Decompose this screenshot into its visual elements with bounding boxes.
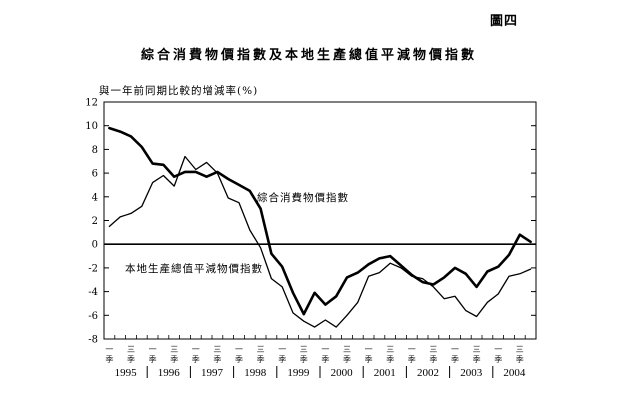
y-tick-label: -8 xyxy=(88,335,98,346)
year-label: 2000 xyxy=(331,367,354,379)
quarter-label: 三 xyxy=(473,345,481,354)
y-tick-label: 12 xyxy=(85,98,98,109)
quarter-label: 季 xyxy=(257,354,265,364)
cpi-series-label: 綜合消費物價指數 xyxy=(257,191,349,204)
quarter-label: 三 xyxy=(343,345,351,354)
gdp-deflator-series-line xyxy=(108,155,532,328)
quarter-label: 季 xyxy=(127,354,135,364)
quarter-label: 季 xyxy=(213,354,221,364)
quarter-label: 一 xyxy=(192,345,200,354)
quarter-label: 季 xyxy=(321,354,329,364)
quarter-label: 一 xyxy=(149,345,157,354)
quarter-label: 季 xyxy=(516,354,524,364)
gdp-deflator-series-label: 本地生產總值平減物價指數 xyxy=(125,262,263,275)
y-tick-label: 4 xyxy=(92,192,98,203)
plot-frame xyxy=(103,101,537,340)
y-tick-label: -4 xyxy=(88,287,98,298)
quarter-label: 季 xyxy=(343,354,351,364)
quarter-label: 一 xyxy=(105,345,113,354)
year-label: 2004 xyxy=(503,367,526,379)
year-label: 1998 xyxy=(244,367,267,379)
year-label: 1999 xyxy=(287,367,310,379)
quarter-label: 季 xyxy=(105,354,113,364)
chart-title: 綜合消費物價指數及本地生產總值平減物價指數 xyxy=(140,48,477,63)
quarter-label: 一 xyxy=(321,345,329,354)
quarter-label: 季 xyxy=(235,354,243,364)
quarter-label: 三 xyxy=(516,345,524,354)
cpi-series-line xyxy=(108,126,532,316)
quarter-label: 季 xyxy=(429,354,437,364)
quarter-label: 季 xyxy=(278,354,286,364)
quarter-label: 季 xyxy=(300,354,308,364)
quarter-label: 一 xyxy=(494,345,502,354)
quarter-label: 三 xyxy=(213,345,221,354)
year-label: 1997 xyxy=(201,367,224,379)
year-label: 2001 xyxy=(374,367,396,379)
quarter-label: 一 xyxy=(365,345,373,354)
y-axis-label: 與一年前同期比較的增減率(%) xyxy=(99,85,259,97)
quarter-label: 三 xyxy=(386,345,394,354)
year-label: 2002 xyxy=(417,367,439,379)
year-label: 2003 xyxy=(460,367,483,379)
quarter-label: 三 xyxy=(300,345,308,354)
quarter-label: 一 xyxy=(278,345,286,354)
y-tick-label: -2 xyxy=(88,263,98,274)
chart-series xyxy=(108,126,532,328)
y-tick-label: -6 xyxy=(88,311,98,322)
quarter-label: 季 xyxy=(408,354,416,364)
quarter-label: 季 xyxy=(451,354,459,364)
quarter-label: 季 xyxy=(192,354,200,364)
quarter-label: 季 xyxy=(494,354,502,364)
quarter-label: 季 xyxy=(473,354,481,364)
y-tick-label: 2 xyxy=(92,216,98,227)
y-tick-label: 8 xyxy=(92,145,98,156)
quarter-label: 季 xyxy=(170,354,178,364)
year-label: 1995 xyxy=(115,367,138,379)
quarter-label: 三 xyxy=(170,345,178,354)
quarter-label: 季 xyxy=(365,354,373,364)
quarter-label: 三 xyxy=(127,345,135,354)
quarter-label: 三 xyxy=(429,345,437,354)
y-tick-label: 10 xyxy=(85,121,98,132)
quarter-label: 季 xyxy=(149,354,157,364)
chart-axes: -8-6-4-2024681012一季三季一季三季一季三季一季三季一季三季一季三… xyxy=(85,98,537,379)
y-tick-label: 0 xyxy=(92,240,98,251)
quarter-label: 一 xyxy=(451,345,459,354)
year-label: 1996 xyxy=(158,367,181,379)
quarter-label: 一 xyxy=(408,345,416,354)
quarter-label: 三 xyxy=(257,345,265,354)
quarter-label: 一 xyxy=(235,345,243,354)
y-tick-label: 6 xyxy=(92,169,98,180)
quarter-label: 季 xyxy=(386,354,394,364)
figure-label: 圖四 xyxy=(490,14,519,29)
